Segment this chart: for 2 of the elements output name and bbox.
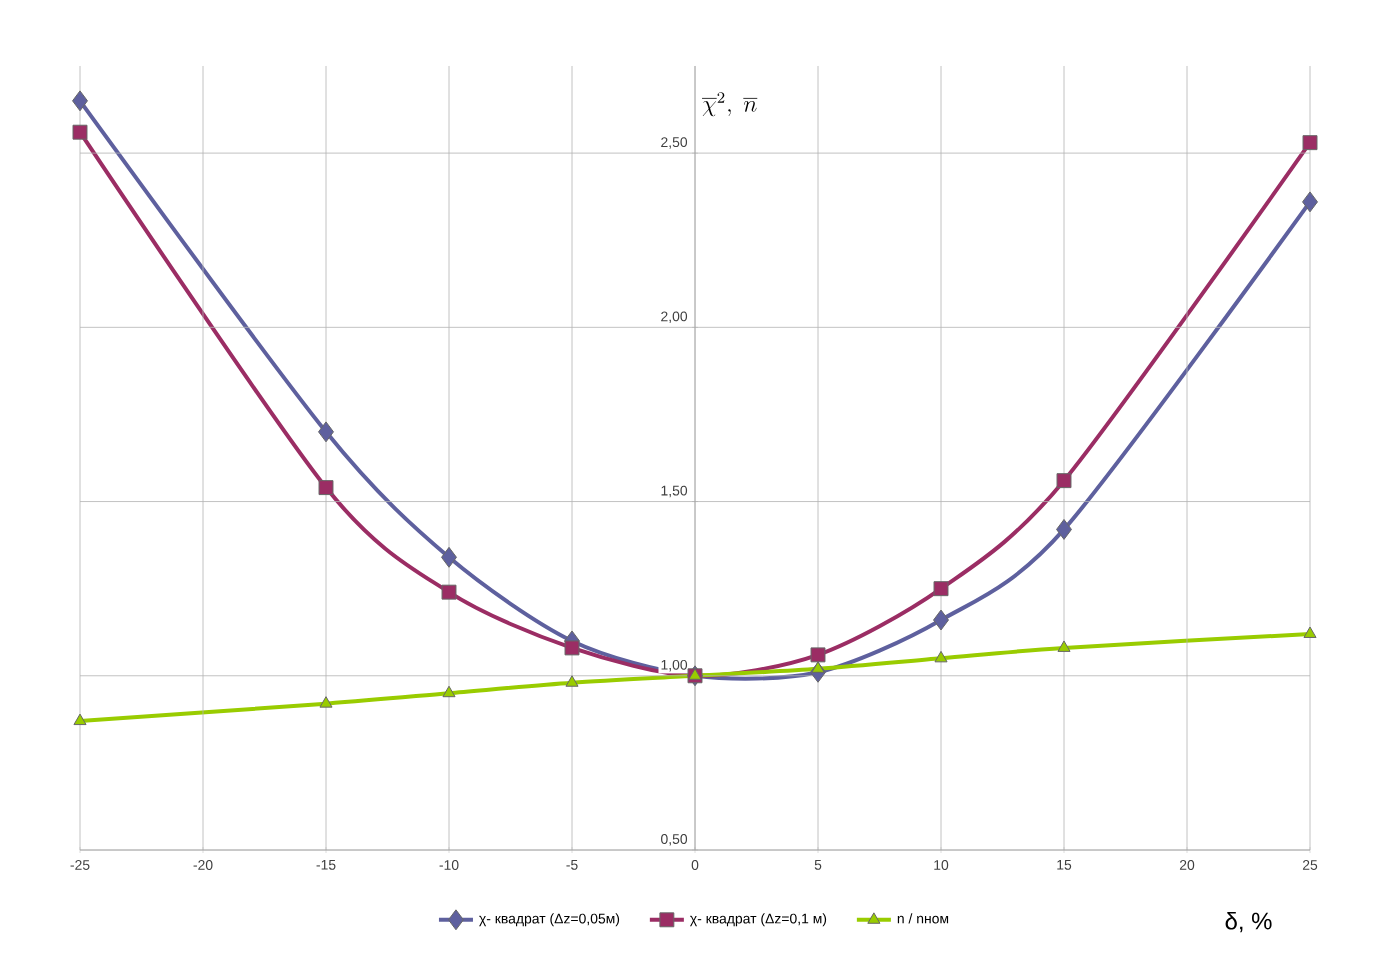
x-axis-title: δ, %: [1225, 911, 1272, 933]
y-axis-title: $\overline{\chi}^2,\ \overline{n}$: [702, 92, 758, 117]
